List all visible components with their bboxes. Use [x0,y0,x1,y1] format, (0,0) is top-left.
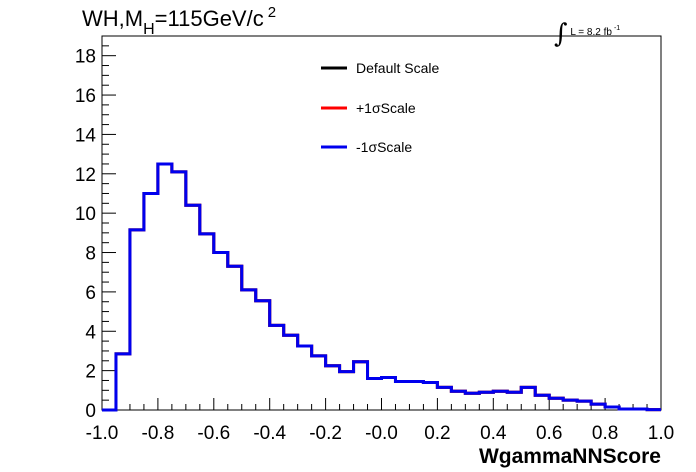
x-tick-label: 0.2 [424,423,450,444]
title-prefix: WH,M [82,6,144,31]
x-tick-label: -0.4 [253,423,286,444]
x-tick-label: 0.6 [536,423,562,444]
plot-frame [101,35,662,411]
legend-label-1: +1σScale [356,100,416,116]
x-tick-label: -0.0 [365,423,398,444]
x-tick-label: 0.8 [592,423,618,444]
y-tick-label: 16 [75,86,96,107]
luminosity-superscript: -1 [613,25,621,32]
title-superscript: 2 [267,4,277,21]
x-tick-label: 0.4 [480,423,507,444]
y-tick-label: 12 [75,165,96,186]
x-tick-label: 1.0 [648,423,674,444]
y-tick-label: 8 [85,244,96,265]
y-tick-label: 0 [85,401,96,422]
histogram-series-2 [102,162,661,412]
legend-label-2: -1σScale [356,139,412,155]
integral-symbol: ∫ [554,19,568,49]
y-tick-label: 4 [85,322,96,343]
plot-title: WH,MH=115GeV/c 2 [82,4,277,38]
y-tick-label: 18 [75,47,96,68]
x-tick-label: -0.6 [197,423,230,444]
x-tick-label: -1.0 [86,423,119,444]
x-axis-title: WgammaNNScore [479,445,661,468]
luminosity-label: ∫ L = 8.2 fb -1 [554,12,621,49]
y-tick-label: 2 [85,362,96,383]
y-tick-label: 6 [85,283,96,304]
title-subscript: H [143,21,155,38]
title-mass-value: =115GeV/c [154,6,264,31]
y-tick-label: 14 [75,125,97,146]
luminosity-text: L = 8.2 fb [570,27,612,38]
x-tick-label: -0.8 [142,423,175,444]
y-tick-label: 10 [75,204,96,225]
x-tick-label: -0.2 [309,423,342,444]
legend-label-0: Default Scale [356,60,439,76]
